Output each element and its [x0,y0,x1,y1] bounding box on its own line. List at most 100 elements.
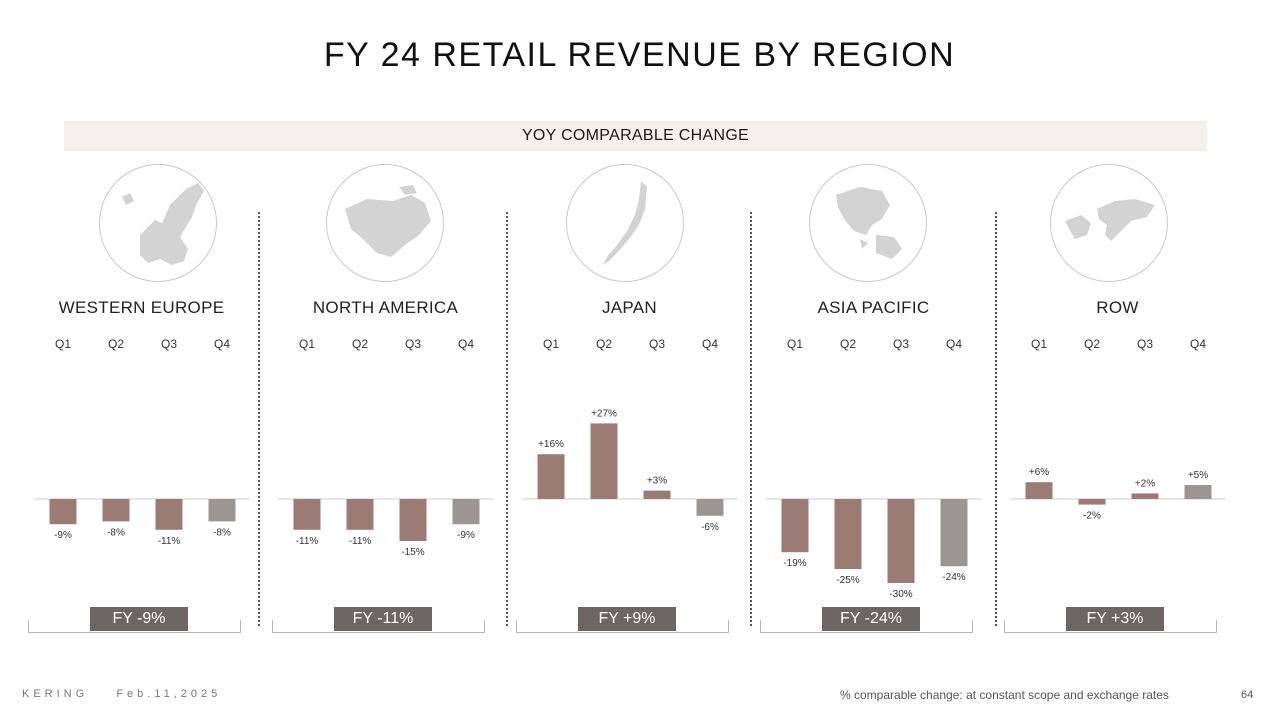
page-number: 64 [1241,689,1254,701]
region-panel: NORTH AMERICA Q1 Q2 Q3 Q4 -11% -11% -15% -9% FY -… [272,160,493,640]
quarter-label: Q3 [160,337,177,351]
data-label: -9% [54,530,72,541]
bar-chart: +6% -2% +2% +5% [1010,467,1225,522]
bar-chart: -19% -25% -30% -24% [766,498,981,600]
japan-map-icon [566,164,684,282]
world-map-icon [1050,164,1168,282]
data-label: -15% [401,547,424,558]
data-label: +3% [647,476,667,487]
region-name: ROW [1096,298,1139,317]
region-separator [258,212,260,626]
fy-total-badge: FY -11% [334,607,432,631]
fy-bracket [760,620,973,633]
fy-bracket [516,620,729,633]
bar-q3 [887,499,915,583]
quarter-label: Q2 [107,337,124,351]
bar-q3 [1131,493,1159,499]
bar-q1 [1025,482,1053,499]
region-separator [506,212,508,626]
bar-q4 [940,499,968,567]
quarter-label: Q4 [457,337,474,351]
bar-q1 [49,499,77,525]
bar-q3 [643,490,671,499]
quarter-label: Q2 [1083,337,1100,351]
region-name: NORTH AMERICA [312,298,459,317]
yoy-banner: YOY COMPARABLE CHANGE [64,121,1207,151]
region-separator [995,212,997,626]
bar-q4 [452,499,480,525]
region-name: ASIA PACIFIC [817,298,930,317]
bar-q2 [834,499,862,569]
quarter-label: Q2 [595,337,612,351]
bar-q3 [155,499,183,530]
quarter-label: Q2 [351,337,368,351]
data-label: -8% [213,527,231,538]
footer-note: % comparable change: at constant scope a… [840,688,1169,702]
data-label: -11% [349,536,372,547]
footer-date: Feb.11,2025 [116,688,222,700]
data-label: -11% [158,536,181,547]
bar-q4 [1184,485,1212,499]
fy-bracket [28,620,241,633]
data-label: -8% [107,527,125,538]
region-name: WESTERN EUROPE [58,298,225,317]
quarter-label: Q2 [839,337,856,351]
quarter-label: Q4 [701,337,718,351]
data-label: -2% [1083,511,1101,522]
data-label: -30% [889,589,912,600]
quarter-label: Q3 [648,337,665,351]
region-panel: ASIA PACIFIC Q1 Q2 Q3 Q4 -19% -25% -30% -24% FY -… [760,160,981,640]
quarter-label: Q1 [542,337,559,351]
quarter-label: Q1 [1030,337,1047,351]
bar-q2 [102,499,130,522]
quarter-label: Q4 [945,337,962,351]
bar-q2 [590,423,618,499]
data-label: +16% [538,439,564,450]
data-label: +6% [1029,467,1049,478]
footer-brand: KERING Feb.11,2025 [22,688,221,700]
data-label: +2% [1135,478,1155,489]
quarter-label: Q3 [1136,337,1153,351]
bar-q3 [399,499,427,541]
quarter-label: Q3 [404,337,421,351]
bar-q2 [1078,499,1106,505]
fy-total-badge: FY -9% [90,607,188,631]
bar-q1 [293,499,321,530]
data-label: -19% [783,558,806,569]
bar-chart: -9% -8% -11% -8% [34,498,249,547]
footer-company: KERING [22,688,89,700]
fy-total-badge: FY +3% [1066,607,1164,631]
europe-map-icon [99,164,217,282]
asia-pacific-map-icon [809,164,927,282]
data-label: -24% [942,572,965,583]
page-title: FY 24 RETAIL REVENUE BY REGION [323,36,956,74]
data-label: -9% [457,530,475,541]
bar-q4 [208,499,236,522]
quarter-label: Q4 [1189,337,1206,351]
region-panel: JAPAN Q1 Q2 Q3 Q4 +16% +27% +3% -6% FY +9% [516,160,737,640]
bar-q1 [537,454,565,499]
data-label: -11% [296,536,319,547]
fy-total-badge: FY +9% [578,607,676,631]
fy-bracket [272,620,485,633]
data-label: -25% [836,575,859,586]
quarter-label: Q4 [213,337,230,351]
data-label: +27% [591,408,617,419]
fy-bracket [1004,620,1217,633]
bar-q1 [781,499,809,553]
quarter-label: Q1 [54,337,71,351]
data-label: -6% [701,522,719,533]
quarter-label: Q3 [892,337,909,351]
region-panel: WESTERN EUROPE Q1 Q2 Q3 Q4 -9% -8% -11% -8% FY -9… [28,160,249,640]
region-name: JAPAN [601,298,658,317]
bar-q2 [346,499,374,530]
north-america-map-icon [326,164,444,282]
bar-q4 [696,499,724,516]
data-label: +5% [1188,470,1208,481]
quarter-label: Q1 [786,337,803,351]
region-panel: ROW Q1 Q2 Q3 Q4 +6% -2% +2% +5% FY +3% [1004,160,1225,640]
quarter-label: Q1 [298,337,315,351]
bar-chart: +16% +27% +3% -6% [522,408,737,533]
fy-total-badge: FY -24% [822,607,920,631]
region-separator [750,212,752,626]
